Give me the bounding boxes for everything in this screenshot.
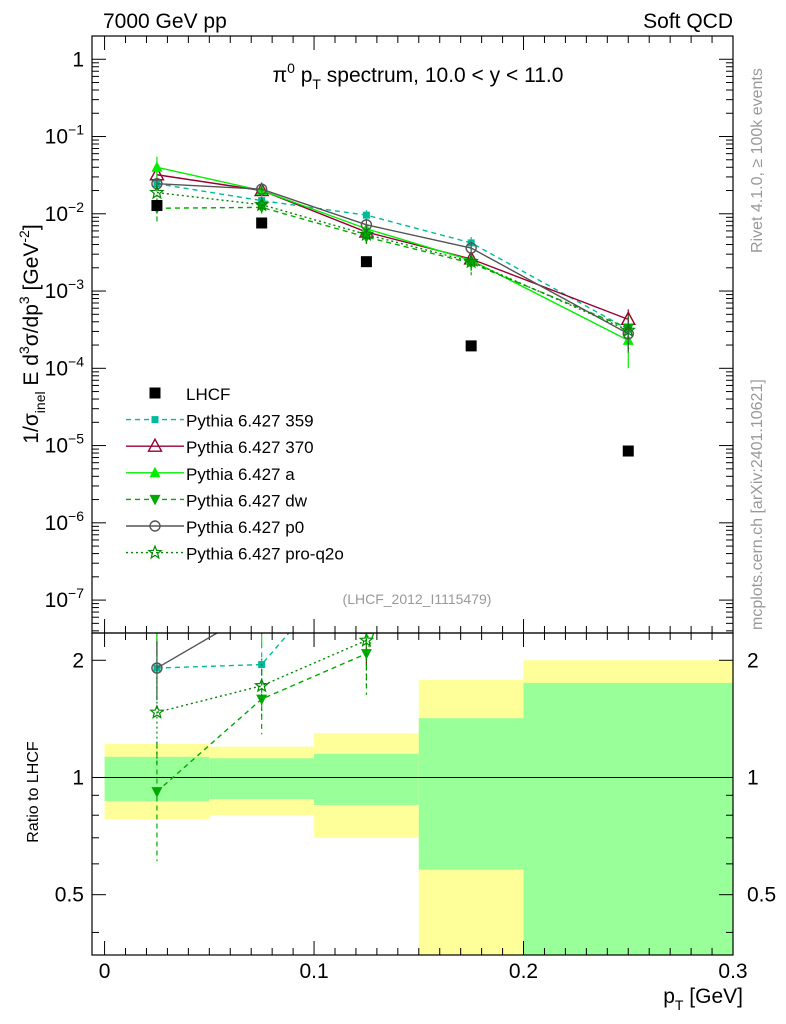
ratio-point-3	[466, 356, 477, 367]
y-tick-label: 10−6	[45, 508, 85, 535]
y-tick-label: 10−5	[45, 431, 85, 458]
ratio-y-tick-label-right: 0.5	[747, 884, 776, 907]
mcplots-credit: mcplots.cern.ch [arXiv:2401.10621]	[749, 379, 766, 630]
ratio-point-4	[623, 182, 633, 192]
x-axis-label: pT [GeV]	[663, 985, 743, 1013]
series-line-5	[156, 191, 629, 331]
legend-label-5: Pythia 6.427 pro-q2o	[186, 545, 344, 564]
ratio-point-1	[150, 616, 163, 628]
legend-marker-4	[149, 520, 161, 532]
series-line-0	[156, 183, 629, 330]
y-tick-label: 10−2	[45, 199, 85, 226]
x-tick-label: 0.2	[509, 960, 538, 983]
header-left: 7000 GeV pp	[103, 10, 227, 33]
ratio-y-tick-label: 0.5	[55, 884, 84, 907]
ratio-point-0	[363, 540, 370, 547]
legend-label-3: Pythia 6.427 dw	[186, 491, 308, 510]
ratio-point-5	[622, 163, 634, 175]
series-point-4	[151, 178, 163, 190]
data-point	[151, 199, 163, 211]
legend-marker-2	[149, 466, 161, 478]
ratio-point-2	[256, 610, 267, 621]
ratio-band-stat-2	[314, 753, 419, 805]
legend-label-data: LHCF	[186, 385, 230, 404]
ratio-band-stat-4	[523, 682, 733, 955]
ratio-point-1	[358, 633, 375, 634]
ratio-band-stat-3	[418, 718, 524, 870]
series-point-0	[362, 211, 370, 219]
ratio-point-0	[625, 161, 632, 168]
series-line-1	[156, 174, 629, 321]
header-right: Soft QCD	[643, 10, 733, 33]
y-tick-label: 10−3	[45, 276, 85, 303]
x-tick-label: 0.1	[299, 960, 328, 983]
y-tick-label: 10−4	[45, 353, 85, 380]
series-point-4	[360, 219, 373, 231]
y-tick-label: 1	[72, 48, 84, 71]
data-point	[256, 217, 268, 229]
main-frame	[91, 35, 734, 634]
ratio-point-2	[623, 214, 634, 225]
legend-marker-0	[151, 416, 159, 424]
ratio-y-tick-label: 1	[72, 766, 84, 789]
series-line-2	[156, 166, 629, 341]
series-point-5	[620, 322, 637, 337]
data-point	[360, 256, 372, 268]
ratio-point-5	[358, 633, 375, 647]
legend-label-0: Pythia 6.427 359	[186, 412, 314, 431]
ratio-point-4	[466, 279, 476, 289]
ratio-y-axis-label: Ratio to LHCF	[25, 741, 42, 843]
legend-marker-data	[149, 387, 161, 399]
ratio-point-3	[151, 787, 163, 798]
series-line-3	[156, 206, 629, 329]
legend-marker-3	[149, 494, 161, 506]
ratio-y-tick-label-right: 2	[747, 649, 759, 672]
series-line-4	[156, 183, 629, 335]
series-point-4	[465, 242, 477, 254]
x-tick-label: 0	[99, 960, 111, 983]
data-point	[622, 445, 634, 457]
x-tick-label: 0.3	[718, 960, 747, 983]
y-axis-label: 1/σinel E d3σ/dp3 [GeV-2]	[16, 224, 48, 443]
legend: LHCF Pythia 6.427 359 Pythia 6.427 370 Pyth…	[126, 385, 344, 564]
data-point	[465, 340, 477, 352]
ratio-y-tick-label-right: 1	[747, 766, 759, 789]
ratio-point-5	[149, 704, 165, 719]
ratio-point-4	[257, 602, 267, 612]
ratio-y-tick-label: 2	[72, 649, 84, 672]
series-point-5	[253, 196, 270, 212]
analysis-id: (LHCF_2012_I1115479)	[343, 591, 492, 607]
series-point-4	[255, 183, 268, 195]
rivet-version: Rivet 4.1.0, ≥ 100k events	[749, 68, 766, 253]
ratio-point-1	[622, 107, 635, 119]
series-point-5	[463, 253, 479, 269]
ratio-point-1	[255, 607, 268, 619]
legend-label-4: Pythia 6.427 p0	[186, 518, 304, 537]
y-tick-label: 10−1	[45, 122, 85, 149]
main-series-layer	[149, 156, 637, 457]
series-point-5	[149, 184, 165, 200]
legend-label-1: Pythia 6.427 370	[186, 438, 314, 457]
chart-title: π0 pT spectrum, 10.0 < y < 11.0	[273, 60, 564, 92]
legend-marker-1	[147, 437, 163, 452]
series-point-2	[151, 161, 163, 172]
ratio-panel-bands	[92, 660, 733, 955]
ratio-frame	[91, 632, 734, 956]
legend-marker-5	[147, 544, 163, 560]
ratio-point-2	[151, 580, 162, 591]
ratio-point-3	[623, 154, 634, 165]
y-tick-label: 10−7	[45, 585, 85, 612]
ratio-series-layer	[149, 107, 635, 862]
series-point-5	[358, 226, 375, 242]
ratio-band-stat-1	[209, 758, 315, 800]
ratio-point-5	[253, 677, 270, 693]
legend-label-2: Pythia 6.427 a	[186, 465, 295, 484]
axis-ticks: 0 0.1 0.2 0.3 1 10−1 10−2 10−3 10−4 10−5 10−6 10−7 0…	[45, 35, 776, 983]
